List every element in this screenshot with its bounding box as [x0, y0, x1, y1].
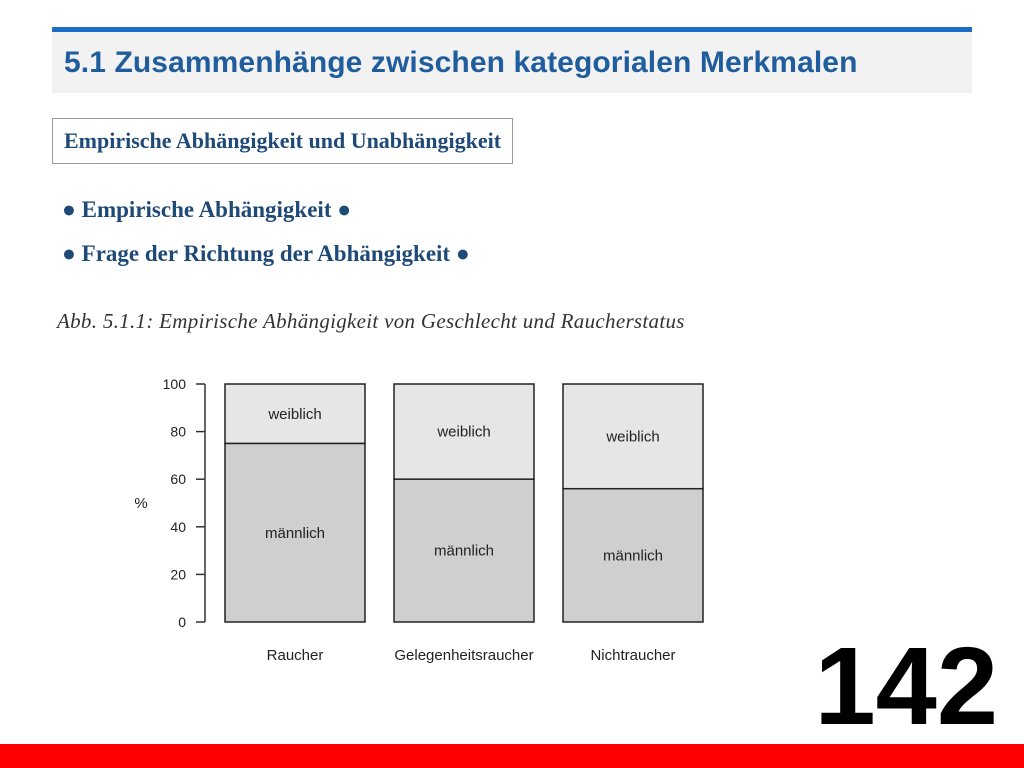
subtitle-box: Empirische Abhängigkeit und Unabhängigke… [52, 118, 514, 164]
bullet-richtung-abhaengigkeit: ● Frage der Richtung der Abhängigkeit ● [62, 241, 470, 266]
y-tick-label: 80 [170, 424, 186, 440]
x-category-label: Nichtraucher [590, 647, 675, 664]
bar-segment-maennlich [224, 442, 366, 623]
bar-label-weiblich: weiblich [605, 428, 659, 445]
y-tick-label: 0 [178, 614, 186, 630]
y-tick-label: 20 [170, 566, 186, 582]
bar-label-maennlich: männlich [434, 543, 494, 560]
figure-caption: Abb. 5.1.1: Empirische Abhängigkeit von … [57, 309, 685, 333]
bar-label-weiblich: weiblich [436, 424, 490, 441]
bar-label-weiblich: weiblich [267, 406, 321, 423]
y-tick-label: 60 [170, 471, 186, 487]
slide-subtitle: Empirische Abhängigkeit und Unabhängigke… [64, 128, 502, 153]
bar-label-maennlich: männlich [265, 525, 325, 542]
stacked-bar-chart: 0 20 40 60 80 100% weiblich männlich Raucher weib… [134, 376, 704, 664]
bar-label-maennlich: männlich [603, 547, 663, 564]
y-tick-label: 100 [163, 376, 187, 392]
bottom-band [0, 744, 1024, 768]
bullet-empirische-abhaengigkeit: ● Empirische Abhängigkeit ● [62, 197, 352, 222]
bar-segment-maennlich [562, 487, 704, 623]
title-bar: 5.1 Zusammenhänge zwischen kategorialen … [52, 27, 972, 93]
y-axis-label: % [134, 495, 147, 512]
page-number: 142 [814, 625, 998, 748]
slide-title: 5.1 Zusammenhänge zwischen kategorialen … [64, 46, 858, 79]
x-category-label: Gelegenheitsraucher [394, 647, 533, 664]
bar-segment-weiblich [224, 383, 366, 445]
y-tick-label: 40 [170, 519, 186, 535]
x-category-label: Raucher [267, 647, 324, 664]
bar-segment-weiblich [562, 383, 704, 490]
bar-segment-maennlich [393, 478, 535, 623]
bar-segment-weiblich [393, 383, 535, 480]
